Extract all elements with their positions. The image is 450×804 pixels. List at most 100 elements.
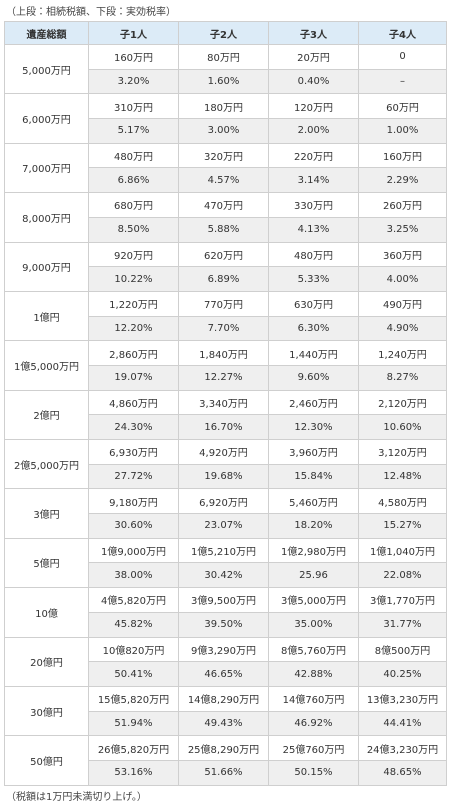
tax-rate: 12.20% <box>88 315 179 342</box>
tax-amount: 14億8,290万円 <box>178 685 269 712</box>
tax-rate: 40.25% <box>358 661 447 687</box>
tax-rate: 6.89% <box>178 266 269 292</box>
estate-cell: 6,000万円 <box>4 93 89 144</box>
estate-cell: 3億円 <box>4 488 89 539</box>
amount-row: 10億 4億5,820万円 3億9,500万円 3億5,000万円 3億1,770万円 <box>4 587 447 638</box>
tax-amount: 1億5,210万円 <box>178 537 269 564</box>
estate-cell: 5,000万円 <box>4 43 89 95</box>
estate-cell: 10億 <box>4 587 89 638</box>
tax-rate: 12.48% <box>358 463 447 490</box>
tax-rate: 1.00% <box>358 118 447 144</box>
tax-rate: 30.60% <box>88 513 179 539</box>
tax-rate: 8.50% <box>88 216 179 243</box>
tax-rate: 12.27% <box>178 364 269 391</box>
tax-rate: 5.88% <box>178 216 269 243</box>
tax-rate: 15.27% <box>358 513 447 539</box>
tax-amount: 13億3,230万円 <box>358 685 447 712</box>
tax-amount: 680万円 <box>88 192 179 218</box>
tax-rate: 6.30% <box>268 315 359 342</box>
tax-amount: 220万円 <box>268 142 359 169</box>
tax-rate: 0.40% <box>268 68 359 95</box>
tax-table: 遺産総額 子1人 子2人 子3人 子4人 5,000万円 160万円 80万円 20万円 0 3.… <box>4 21 447 786</box>
tax-amount: 1,440万円 <box>268 340 359 366</box>
tax-amount: 25億760万円 <box>268 735 359 761</box>
tax-amount: 320万円 <box>178 142 269 169</box>
tax-amount: 3億1,770万円 <box>358 587 447 613</box>
tax-amount: 310万円 <box>88 93 179 120</box>
tax-amount: 4,920万円 <box>178 439 269 465</box>
rate-row: 27.72% 19.68% 15.84% 12.48% <box>5 463 447 490</box>
tax-amount: 0 <box>358 44 447 70</box>
tax-rate: 16.70% <box>178 414 269 440</box>
tax-rate: 19.07% <box>88 364 179 391</box>
estate-cell: 2億5,000万円 <box>4 438 89 490</box>
tax-rate: 53.16% <box>88 759 179 786</box>
rate-row: 51.94% 49.43% 46.92% 44.41% <box>5 710 447 737</box>
tax-amount: 630万円 <box>268 290 359 317</box>
tax-amount: 160万円 <box>88 44 179 70</box>
tax-rate: 39.50% <box>178 611 269 638</box>
rate-row: 6.86% 4.57% 3.14% 2.29% <box>5 167 447 194</box>
column-header: 子3人 <box>268 21 359 45</box>
tax-rate: 4.90% <box>358 315 447 342</box>
tax-rate: 8.27% <box>358 364 447 391</box>
tax-amount: 4,580万円 <box>358 488 447 515</box>
header-row: 遺産総額 子1人 子2人 子3人 子4人 <box>4 21 447 45</box>
tax-amount: 10億820万円 <box>88 636 179 663</box>
tax-rate: 42.88% <box>268 661 359 687</box>
tax-rate: 2.00% <box>268 118 359 144</box>
estate-cell: 5億円 <box>4 537 89 589</box>
tax-amount: 470万円 <box>178 192 269 218</box>
tax-rate: 19.68% <box>178 463 269 490</box>
tax-amount: 2,860万円 <box>88 340 179 366</box>
tax-amount: 26億5,820万円 <box>88 735 179 761</box>
tax-amount: 1,840万円 <box>178 340 269 366</box>
tax-amount: 25億8,290万円 <box>178 735 269 761</box>
tax-amount: 6,930万円 <box>88 439 179 465</box>
tax-amount: 60万円 <box>358 93 447 120</box>
tax-amount: 3,340万円 <box>178 389 269 416</box>
tax-amount: 1億9,000万円 <box>88 537 179 564</box>
estate-cell: 20億円 <box>4 636 89 687</box>
tax-amount: 1億2,980万円 <box>268 537 359 564</box>
tax-rate: 5.33% <box>268 266 359 292</box>
tax-rate: 46.92% <box>268 710 359 737</box>
amount-row: 8,000万円 680万円 470万円 330万円 260万円 <box>4 192 447 243</box>
column-header: 子1人 <box>88 21 179 45</box>
tax-rate: 5.17% <box>88 118 179 144</box>
tax-amount: 8億5,760万円 <box>268 636 359 663</box>
tax-amount: 480万円 <box>88 142 179 169</box>
tax-rate: 10.60% <box>358 414 447 440</box>
caption: （上段：相続税額、下段：実効税率） <box>6 7 176 18</box>
tax-amount: 14億760万円 <box>268 685 359 712</box>
tax-rate: 9.60% <box>268 364 359 391</box>
tax-amount: 360万円 <box>358 241 447 268</box>
tax-rate: 50.41% <box>88 661 179 687</box>
estate-cell: 1億円 <box>4 290 89 342</box>
tax-rate: 38.00% <box>88 562 179 589</box>
tax-rate: 46.65% <box>178 661 269 687</box>
column-header: 子4人 <box>358 21 447 45</box>
tax-amount: 770万円 <box>178 290 269 317</box>
tax-amount: 24億3,230万円 <box>358 735 447 761</box>
amount-row: 30億円 15億5,820万円 14億8,290万円 14億760万円 13億3,230… <box>4 685 447 737</box>
tax-amount: 9,180万円 <box>88 488 179 515</box>
tax-rate: 27.72% <box>88 463 179 490</box>
rate-row: 50.41% 46.65% 42.88% 40.25% <box>5 661 447 687</box>
tax-rate: 2.29% <box>358 167 447 194</box>
amount-row: 2億5,000万円 6,930万円 4,920万円 3,960万円 3,120万円 <box>4 438 447 490</box>
tax-rate: 44.41% <box>358 710 447 737</box>
tax-amount: 6,920万円 <box>178 488 269 515</box>
tax-amount: 15億5,820万円 <box>88 685 179 712</box>
amount-row: 5,000万円 160万円 80万円 20万円 0 <box>4 43 447 95</box>
tax-amount: 3,120万円 <box>358 439 447 465</box>
tax-rate: 4.00% <box>358 266 447 292</box>
amount-row: 1億円 1,220万円 770万円 630万円 490万円 <box>4 290 447 342</box>
estate-cell: 30億円 <box>4 685 89 737</box>
tax-amount: 2,120万円 <box>358 389 447 416</box>
tax-rate: 30.42% <box>178 562 269 589</box>
rate-row: 8.50% 5.88% 4.13% 3.25% <box>5 216 447 243</box>
estate-cell: 2億円 <box>4 389 89 441</box>
tax-rate: 51.66% <box>178 759 269 786</box>
tax-rate: 50.15% <box>268 759 359 786</box>
